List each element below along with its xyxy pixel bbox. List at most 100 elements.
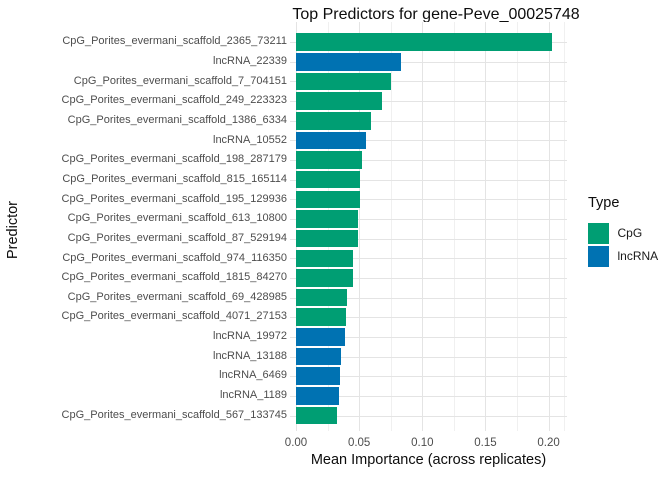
legend-items: CpG lncRNA [588,223,658,267]
bar-rows [290,32,567,425]
gridline-category [290,415,567,417]
bar-row [290,91,567,111]
category-label: CpG_Porites_evermani_scaffold_567_133745 [61,408,287,421]
gridline-category [290,61,567,63]
importance-bar [296,328,346,346]
gridline-major [359,22,361,431]
legend-label: CpG [617,226,643,241]
bar-row [290,229,567,249]
legend-title: Type [588,195,620,211]
gridline-minor [564,22,566,431]
gridline-minor [517,22,519,431]
bar-row [290,150,567,170]
gridline-category [290,179,567,181]
bar-row [290,268,567,288]
importance-bar [296,308,346,327]
gridline-category [290,219,567,221]
gridline-category [290,336,567,338]
legend-item: CpG [588,223,658,244]
bar-row [290,327,567,347]
bar-row [290,288,567,308]
category-label: lncRNA_6469 [219,369,287,382]
gridline-category [290,199,567,201]
importance-bar [296,131,367,150]
x-tick-label: 0.05 [347,437,371,449]
gridline-category [290,317,567,319]
importance-bar [296,229,358,248]
category-label: CpG_Porites_evermani_scaffold_1815_84270 [61,271,287,284]
legend: Type CpG lncRNA [588,195,658,269]
importance-bar [296,406,337,425]
bar-row [290,190,567,210]
importance-bar [296,387,339,405]
bar-row [290,52,567,72]
legend-item: lncRNA [588,246,658,267]
gridline-category [290,278,567,279]
x-tick-label: 0.00 [284,437,308,449]
bar-row [290,131,567,151]
category-label: CpG_Porites_evermani_scaffold_4071_27153 [61,310,287,323]
category-label: CpG_Porites_evermani_scaffold_249_223323 [61,94,287,107]
legend-swatch [588,223,609,244]
importance-bar [296,151,363,169]
importance-bar [296,33,552,51]
x-tick-label: 0.10 [411,437,434,449]
category-label: lncRNA_13188 [213,349,287,362]
y-axis-labels: CpG_Porites_evermani_scaffold_2365_73211… [0,32,287,425]
category-label: CpG_Porites_evermani_scaffold_815_165114 [62,172,287,185]
gridline-category [290,258,567,260]
bar-row [290,209,567,229]
category-label: CpG_Porites_evermani_scaffold_198_287179 [61,153,287,166]
gridline-category [290,160,567,162]
gridline-category [290,297,567,299]
importance-bar [296,190,360,209]
category-label: lncRNA_22339 [213,54,287,67]
importance-bar [296,249,354,268]
gridline-category [290,376,567,378]
category-label: CpG_Porites_evermani_scaffold_195_129936 [61,192,287,205]
importance-bar [296,72,391,91]
gridline-major [422,22,424,431]
bar-row [290,366,567,386]
bar-row [290,307,567,327]
x-axis-title: Mean Importance (across replicates) [310,452,547,468]
bar-row [290,406,567,426]
gridline-category [290,120,567,122]
category-label: lncRNA_19972 [213,330,287,343]
bar-row [290,386,567,406]
category-label: CpG_Porites_evermani_scaffold_613_10800 [67,212,287,225]
legend-swatch [588,246,609,267]
category-label: CpG_Porites_evermani_scaffold_2365_73211 [62,35,287,48]
category-label: CpG_Porites_evermani_scaffold_974_116350 [62,251,287,264]
category-label: lncRNA_10552 [213,133,287,146]
importance-bar [296,111,371,130]
gridline-minor [390,22,392,431]
bar-row [290,170,567,190]
bar-row [290,32,567,52]
gridline-category [290,356,567,358]
x-axis-tick-labels: 0.00 0.05 0.10 0.15 0.20 [0,437,672,451]
legend-label: lncRNA [617,249,659,264]
category-label: CpG_Porites_evermani_scaffold_87_529194 [67,231,287,244]
importance-bar [296,269,353,287]
bar-row [290,347,567,367]
importance-bar [296,52,402,71]
gridline-category [290,81,567,83]
gridline-major [485,22,487,431]
bar-row [290,72,567,92]
gridline-category [290,101,567,103]
category-label: CpG_Porites_evermani_scaffold_7_704151 [73,74,287,87]
importance-bar [296,367,340,386]
gridline-category [290,140,567,142]
bar-row [290,111,567,131]
gridline-category [290,238,567,240]
gridline-category [290,395,567,397]
importance-bar [296,92,382,110]
plot-panel [290,22,567,431]
bar-row [290,249,567,269]
gridline-major [548,22,550,431]
importance-bar [296,170,361,189]
x-tick-label: 0.15 [474,437,497,449]
category-label: CpG_Porites_evermani_scaffold_69_428985 [67,290,287,303]
